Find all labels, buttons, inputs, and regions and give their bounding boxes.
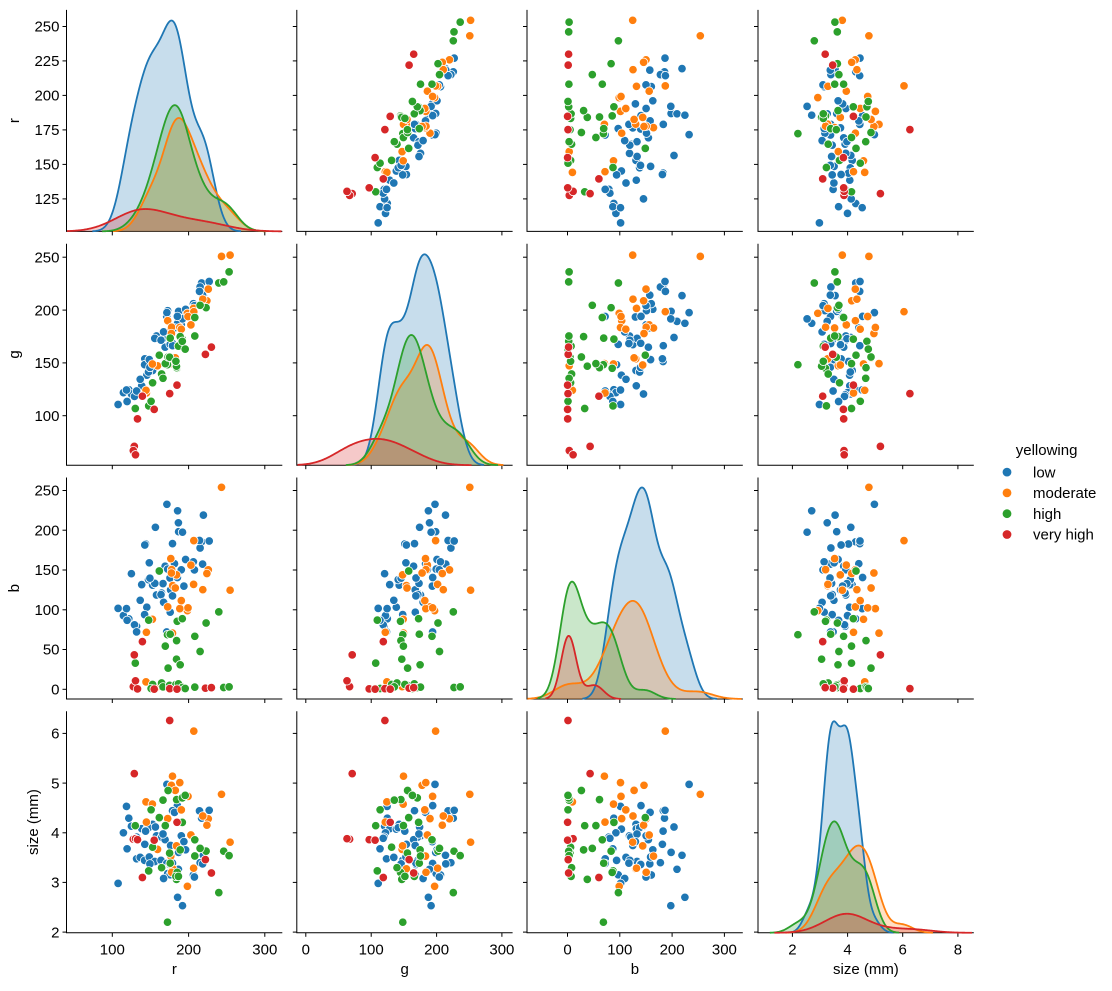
svg-text:100: 100 bbox=[359, 941, 384, 958]
svg-text:100: 100 bbox=[100, 941, 125, 958]
svg-text:b: b bbox=[631, 961, 639, 978]
svg-text:low: low bbox=[1033, 464, 1056, 481]
svg-text:very high: very high bbox=[1033, 527, 1094, 544]
svg-text:2: 2 bbox=[788, 941, 796, 958]
svg-text:150: 150 bbox=[34, 355, 59, 372]
svg-text:size (mm): size (mm) bbox=[833, 961, 899, 978]
svg-text:0: 0 bbox=[51, 682, 59, 699]
svg-text:200: 200 bbox=[34, 302, 59, 319]
svg-text:0: 0 bbox=[563, 941, 571, 958]
svg-text:4: 4 bbox=[51, 825, 59, 842]
svg-text:r: r bbox=[172, 961, 177, 978]
svg-text:200: 200 bbox=[34, 88, 59, 105]
svg-text:r: r bbox=[6, 118, 23, 123]
svg-text:yellowing: yellowing bbox=[1016, 442, 1078, 459]
svg-text:2: 2 bbox=[51, 924, 59, 941]
svg-text:200: 200 bbox=[660, 941, 685, 958]
svg-text:50: 50 bbox=[43, 642, 60, 659]
svg-text:6: 6 bbox=[51, 726, 59, 743]
svg-text:5: 5 bbox=[51, 775, 59, 792]
svg-text:size (mm): size (mm) bbox=[25, 789, 42, 855]
svg-text:200: 200 bbox=[424, 941, 449, 958]
svg-text:125: 125 bbox=[34, 191, 59, 208]
svg-text:300: 300 bbox=[712, 941, 737, 958]
svg-text:moderate: moderate bbox=[1033, 485, 1096, 502]
svg-text:300: 300 bbox=[489, 941, 514, 958]
svg-text:g: g bbox=[6, 350, 23, 358]
svg-text:g: g bbox=[401, 961, 409, 978]
svg-text:150: 150 bbox=[34, 157, 59, 174]
svg-text:200: 200 bbox=[34, 522, 59, 539]
svg-text:3: 3 bbox=[51, 875, 59, 892]
svg-text:250: 250 bbox=[34, 19, 59, 36]
svg-text:high: high bbox=[1033, 506, 1061, 523]
svg-text:250: 250 bbox=[34, 249, 59, 266]
svg-text:6: 6 bbox=[899, 941, 907, 958]
svg-text:b: b bbox=[6, 584, 23, 592]
svg-text:100: 100 bbox=[34, 408, 59, 425]
svg-text:200: 200 bbox=[176, 941, 201, 958]
svg-text:8: 8 bbox=[954, 941, 962, 958]
svg-text:100: 100 bbox=[34, 602, 59, 619]
svg-text:175: 175 bbox=[34, 122, 59, 139]
svg-text:100: 100 bbox=[607, 941, 632, 958]
svg-text:300: 300 bbox=[252, 941, 277, 958]
svg-text:0: 0 bbox=[302, 941, 310, 958]
svg-text:4: 4 bbox=[843, 941, 851, 958]
svg-text:225: 225 bbox=[34, 53, 59, 70]
svg-text:250: 250 bbox=[34, 483, 59, 500]
svg-text:150: 150 bbox=[34, 562, 59, 579]
